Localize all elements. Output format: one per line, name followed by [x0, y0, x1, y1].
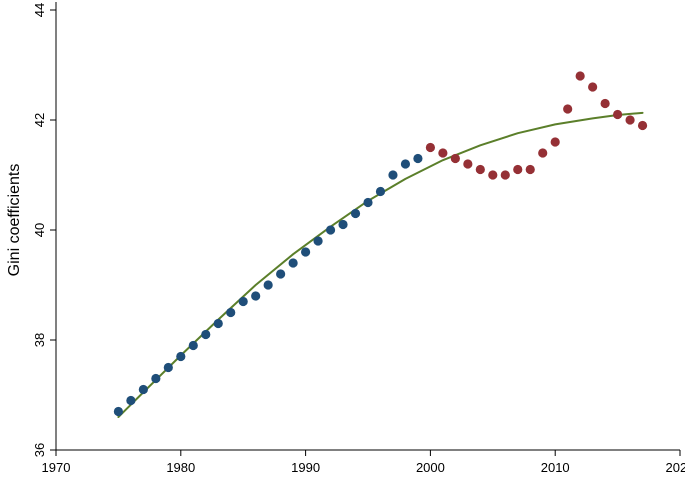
data-point-red: [538, 148, 548, 158]
y-tick-label: 42: [32, 113, 47, 127]
data-point-blue: [151, 373, 161, 384]
axes: 1970 1980 1990 2000 2010 2020 36 38 40 42 44: [32, 2, 685, 475]
data-point-red: [513, 164, 523, 175]
y-tick-label: 36: [32, 443, 47, 457]
data-point-red: [637, 120, 648, 131]
fit-line-layer: [117, 111, 644, 418]
data-point-red: [500, 170, 510, 180]
data-point-red: [625, 115, 635, 125]
data-point-blue: [313, 236, 323, 246]
data-point-blue: [325, 225, 336, 235]
data-point-red: [488, 170, 498, 180]
x-tick-label: 2020: [666, 460, 685, 475]
data-point-red: [525, 164, 535, 175]
data-point-red: [475, 164, 485, 175]
data-point-red: [450, 153, 460, 164]
y-axis-title: Gini coefficients: [6, 164, 23, 277]
data-point-blue: [363, 197, 373, 208]
x-tick-label: 1990: [291, 460, 320, 475]
data-point-blue: [188, 340, 198, 351]
data-point-blue: [213, 318, 223, 329]
points-layer: [113, 71, 648, 417]
data-point-blue: [276, 269, 286, 279]
data-point-blue: [201, 329, 211, 340]
data-point-red: [550, 137, 560, 147]
y-tick-label: 40: [32, 223, 47, 237]
data-point-red: [613, 109, 623, 120]
data-point-blue: [251, 291, 261, 301]
x-tick-label: 1970: [42, 460, 71, 475]
x-tick-label: 2000: [416, 460, 445, 475]
y-tick-label: 44: [32, 3, 47, 17]
data-point-red: [600, 98, 610, 109]
data-point-blue: [138, 384, 148, 395]
x-tick-label: 1980: [166, 460, 195, 475]
data-point-blue: [375, 186, 386, 197]
data-point-red: [563, 104, 573, 114]
data-point-blue: [238, 296, 248, 307]
data-point-blue: [126, 395, 136, 406]
x-tick-label: 2010: [541, 460, 570, 475]
data-point-red: [588, 82, 598, 92]
data-point-blue: [226, 307, 236, 318]
data-point-blue: [176, 351, 186, 362]
y-tick-label: 38: [32, 333, 47, 347]
data-point-blue: [400, 159, 411, 169]
data-point-blue: [301, 247, 311, 257]
data-point-red: [463, 159, 473, 169]
data-point-blue: [350, 208, 361, 219]
data-point-red: [425, 142, 435, 153]
data-point-red: [575, 71, 585, 81]
fitted-trend-line: [117, 111, 644, 418]
data-point-blue: [163, 362, 173, 373]
data-point-blue: [288, 258, 298, 268]
data-point-blue: [113, 406, 123, 417]
data-point-blue: [388, 170, 398, 180]
data-point-red: [438, 148, 448, 158]
data-point-blue: [263, 280, 273, 290]
data-point-blue: [413, 153, 423, 164]
data-point-blue: [338, 219, 348, 230]
